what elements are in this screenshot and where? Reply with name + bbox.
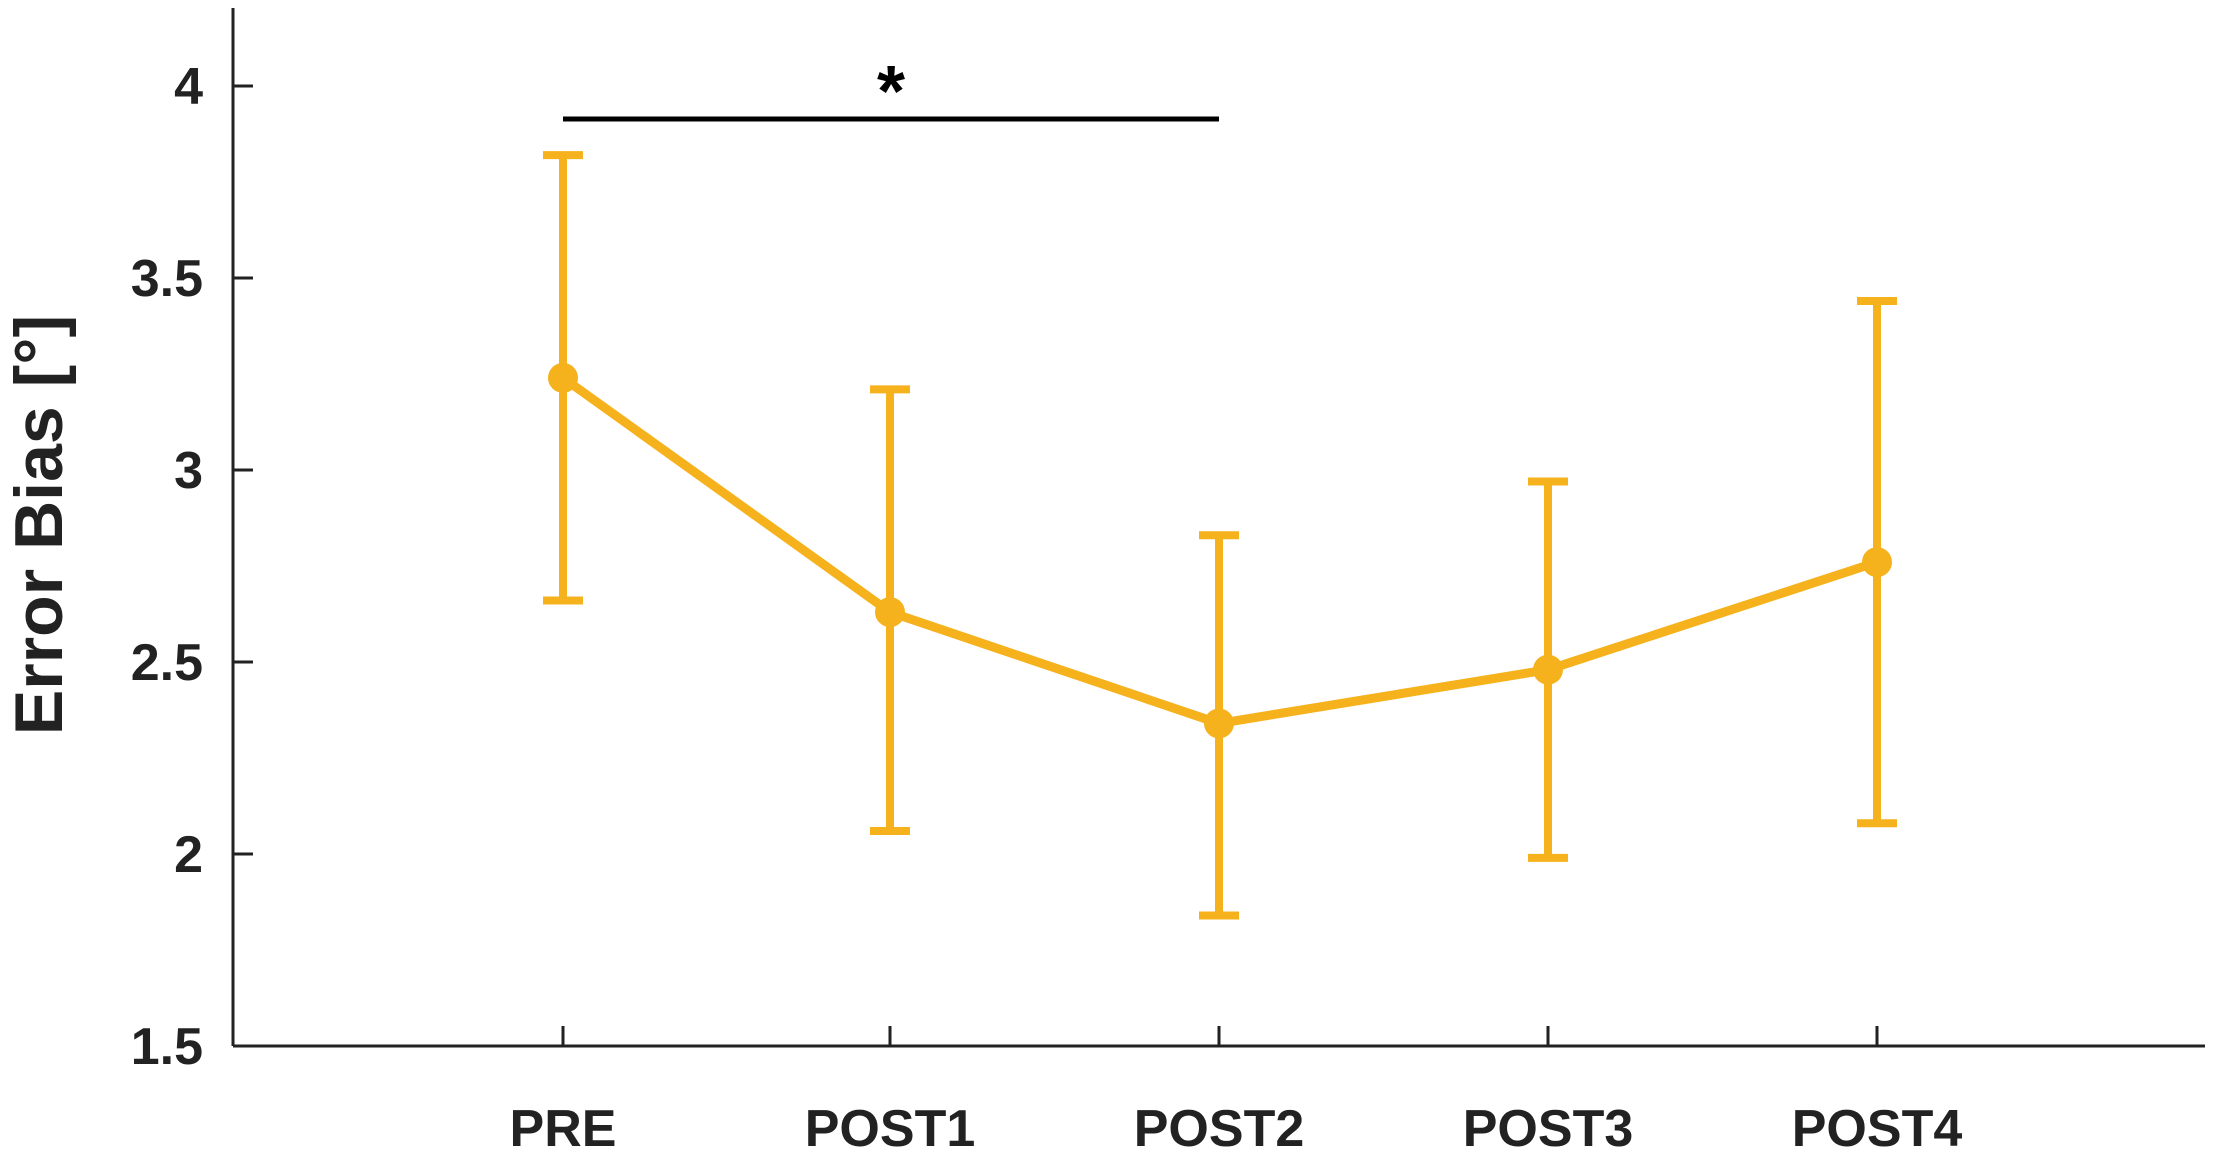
y-tick-label: 3.5 — [131, 250, 203, 308]
series-marks — [543, 151, 1897, 920]
y-tick-label: 4 — [174, 58, 203, 116]
significance-asterisk: * — [877, 52, 905, 132]
data-point — [1862, 547, 1892, 578]
y-axis-title: Error Bias [°] — [1, 315, 77, 735]
y-tick-label: 1.5 — [131, 1018, 203, 1076]
x-tick-label: POST2 — [1134, 1100, 1305, 1158]
ticks: 1.5 2 2.5 3 3.5 4 PRE POST1 POST2 POST3 POST4 — [131, 58, 1963, 1158]
data-point — [548, 362, 578, 393]
x-tick-label: POST4 — [1792, 1100, 1963, 1158]
y-tick-label: 3 — [174, 442, 203, 500]
x-tick-label: POST1 — [805, 1100, 976, 1158]
x-tick-label: POST3 — [1463, 1100, 1634, 1158]
significance-group: * — [563, 52, 1219, 132]
data-point — [1533, 654, 1563, 685]
data-point — [1204, 708, 1234, 739]
x-tick-label: PRE — [510, 1100, 617, 1158]
data-point — [875, 597, 905, 628]
y-tick-label: 2.5 — [131, 634, 203, 692]
y-tick-label: 2 — [174, 826, 203, 884]
